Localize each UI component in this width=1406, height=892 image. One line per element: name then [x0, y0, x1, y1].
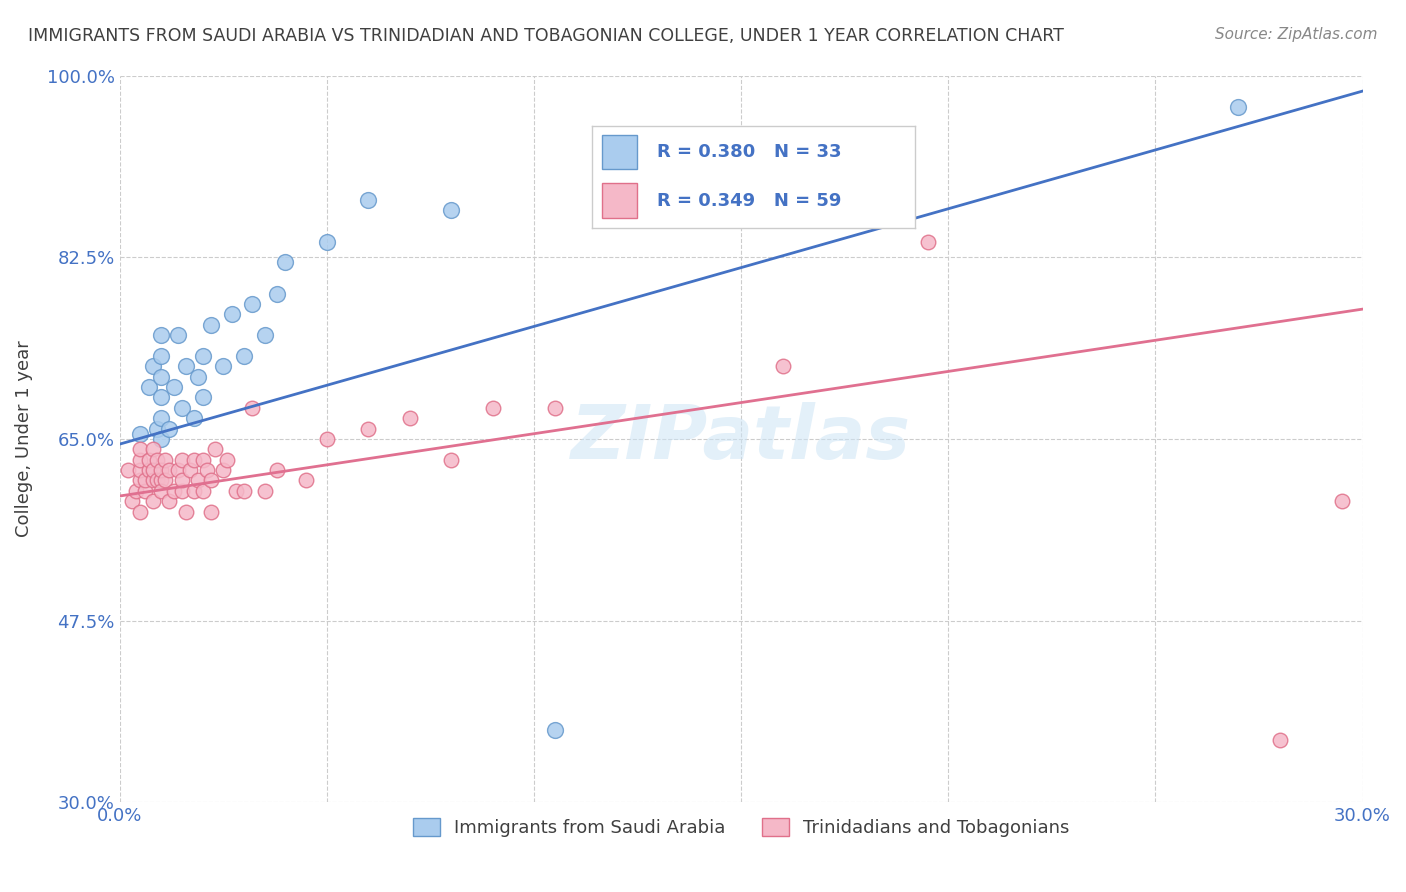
Point: [138, 452, 160, 467]
Point: [233, 483, 256, 498]
Point: [233, 349, 256, 363]
Point: [129, 442, 152, 457]
Point: [125, 483, 148, 498]
Point: [150, 369, 173, 384]
Point: [295, 474, 318, 488]
Point: [212, 463, 235, 477]
Point: [129, 452, 152, 467]
Point: [187, 474, 209, 488]
Point: [544, 723, 567, 737]
Point: [121, 494, 143, 508]
Point: [544, 401, 567, 415]
Point: [150, 328, 173, 343]
Point: [138, 463, 160, 477]
Point: [315, 235, 337, 249]
Point: [159, 494, 181, 508]
Point: [142, 359, 165, 374]
Point: [155, 452, 177, 467]
Point: [772, 359, 794, 374]
Legend: Immigrants from Saudi Arabia, Trinidadians and Tobagonians: Immigrants from Saudi Arabia, Trinidadia…: [405, 810, 1077, 844]
Text: ZIPatlas: ZIPatlas: [571, 402, 911, 475]
Point: [170, 483, 193, 498]
Point: [1268, 733, 1291, 747]
Point: [117, 463, 139, 477]
Point: [191, 483, 214, 498]
Point: [204, 442, 226, 457]
Point: [253, 328, 276, 343]
Point: [174, 359, 197, 374]
Point: [398, 411, 420, 425]
Point: [159, 463, 181, 477]
Point: [150, 390, 173, 404]
Point: [266, 463, 288, 477]
Point: [221, 307, 243, 321]
Point: [146, 474, 169, 488]
Point: [183, 411, 205, 425]
Point: [146, 421, 169, 435]
Point: [129, 474, 152, 488]
Point: [129, 463, 152, 477]
Point: [150, 411, 173, 425]
Point: [187, 369, 209, 384]
Point: [1227, 100, 1250, 114]
Point: [179, 463, 201, 477]
Point: [134, 474, 156, 488]
Point: [170, 474, 193, 488]
Point: [129, 426, 152, 441]
Point: [240, 401, 263, 415]
Point: [191, 349, 214, 363]
Point: [315, 432, 337, 446]
Point: [170, 452, 193, 467]
Point: [150, 483, 173, 498]
Point: [440, 452, 463, 467]
Point: [195, 463, 218, 477]
Point: [174, 505, 197, 519]
Point: [183, 452, 205, 467]
Point: [183, 483, 205, 498]
Point: [142, 442, 165, 457]
Point: [440, 203, 463, 218]
Point: [134, 483, 156, 498]
Point: [138, 380, 160, 394]
Point: [1330, 494, 1353, 508]
Point: [212, 359, 235, 374]
Point: [142, 463, 165, 477]
Text: IMMIGRANTS FROM SAUDI ARABIA VS TRINIDADIAN AND TOBAGONIAN COLLEGE, UNDER 1 YEAR: IMMIGRANTS FROM SAUDI ARABIA VS TRINIDAD…: [28, 27, 1064, 45]
Point: [191, 390, 214, 404]
Point: [217, 452, 239, 467]
Point: [266, 286, 288, 301]
Point: [357, 421, 380, 435]
Point: [240, 297, 263, 311]
Point: [155, 474, 177, 488]
Point: [150, 463, 173, 477]
Point: [191, 452, 214, 467]
Point: [357, 193, 380, 207]
Point: [200, 318, 222, 332]
Point: [253, 483, 276, 498]
Point: [200, 474, 222, 488]
Text: Source: ZipAtlas.com: Source: ZipAtlas.com: [1215, 27, 1378, 42]
Point: [200, 505, 222, 519]
Point: [855, 198, 877, 212]
Point: [142, 474, 165, 488]
Point: [142, 494, 165, 508]
Point: [159, 421, 181, 435]
Point: [274, 255, 297, 269]
Point: [481, 401, 503, 415]
Y-axis label: College, Under 1 year: College, Under 1 year: [15, 341, 32, 537]
Point: [150, 349, 173, 363]
Point: [166, 463, 188, 477]
Point: [170, 401, 193, 415]
Point: [917, 235, 939, 249]
Point: [225, 483, 247, 498]
Point: [150, 432, 173, 446]
Point: [166, 328, 188, 343]
Point: [146, 452, 169, 467]
Point: [150, 474, 173, 488]
Point: [162, 380, 184, 394]
Point: [129, 505, 152, 519]
Point: [162, 483, 184, 498]
